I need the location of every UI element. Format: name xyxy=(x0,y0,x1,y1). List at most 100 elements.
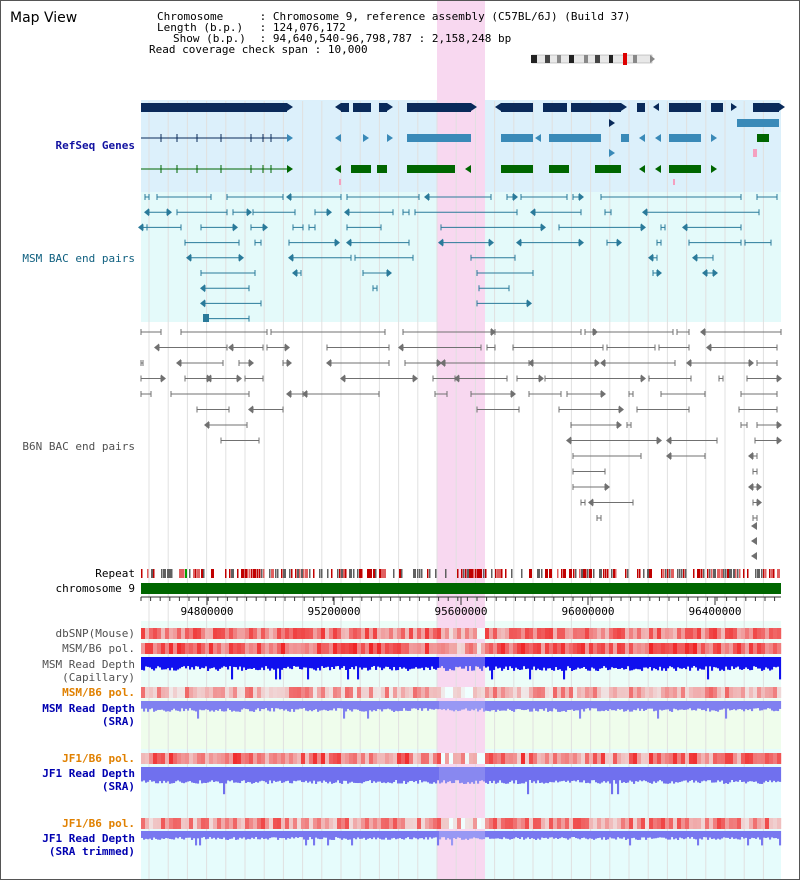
msm-pol-cell xyxy=(769,643,774,654)
msm-depth-sra-bar xyxy=(371,701,374,712)
read-depth-tracks[interactable] xyxy=(141,657,782,846)
msm-pol-cell xyxy=(457,643,462,654)
msm-depth-sra-bar xyxy=(551,701,554,712)
dbsnp-cell xyxy=(297,628,302,639)
repeat-element xyxy=(349,569,352,578)
jf1-depth-sra-bar xyxy=(225,767,228,784)
msm-depth-cap-bar xyxy=(265,657,268,667)
msm-pol-cell xyxy=(529,687,534,698)
msm-depth-cap-bar xyxy=(429,657,432,670)
msm-depth-sra-bar xyxy=(145,701,148,709)
msm-depth-cap-bar xyxy=(163,657,166,670)
jf1-depth-sra-bar xyxy=(581,767,584,783)
jf1-depth-trim-bar xyxy=(679,831,682,838)
msm-pol-cell xyxy=(325,643,330,654)
msm-depth-cap-bar xyxy=(517,657,520,670)
jf1-pol-cell xyxy=(685,818,690,829)
jf1-depth-trim-bar xyxy=(447,831,450,839)
dbsnp-cell xyxy=(721,628,726,639)
msm-bac-arrow xyxy=(344,208,349,217)
b6n-bac-arrow xyxy=(700,328,705,336)
msm-depth-cap-bar xyxy=(593,657,596,669)
msm-pol-cell xyxy=(357,643,362,654)
msm-bac-track[interactable] xyxy=(138,193,778,322)
msm-depth-sra-bar xyxy=(275,701,278,709)
jf1-pol-cell xyxy=(277,818,282,829)
jf1-depth-trim-bar xyxy=(441,831,444,838)
msm-depth-sra-bar xyxy=(451,701,454,711)
refseq-genes-track[interactable] xyxy=(141,103,785,185)
repeat-element xyxy=(699,569,701,578)
msm-depth-cap-bar xyxy=(757,657,760,669)
repeat-element xyxy=(669,569,671,578)
jf1-depth-trim-bar xyxy=(731,831,734,838)
jf1-pol-cell xyxy=(697,753,702,764)
msm-bac-arrow xyxy=(186,253,191,262)
jf1-depth-trim-bar xyxy=(615,831,618,840)
msm-depth-cap-bar xyxy=(311,657,314,669)
msm-pol-cell xyxy=(333,643,338,654)
jf1-depth-sra-bar xyxy=(775,767,778,783)
msm-depth-cap-bar xyxy=(665,657,668,671)
jf1-pol-cell xyxy=(725,818,730,829)
msm-depth-cap-bar xyxy=(369,657,372,670)
msm-depth-cap-bar xyxy=(439,657,442,668)
msm-depth-cap-bar xyxy=(213,657,216,668)
msm-pol-cell xyxy=(497,687,502,698)
jf1-depth-sra-bar xyxy=(583,767,586,781)
msm-depth-sra-bar xyxy=(665,701,668,710)
jf1-pol-cell xyxy=(213,753,218,764)
msm-depth-cap-bar xyxy=(673,657,676,669)
chromosome-bar[interactable] xyxy=(141,583,781,594)
msm-bac-arrow xyxy=(541,223,546,232)
jf1-pol-cell xyxy=(201,818,206,829)
jf1-depth-trim-bar xyxy=(463,831,466,840)
b6n-bac-track[interactable] xyxy=(140,328,782,560)
msm-pol-cell xyxy=(457,687,462,698)
chromosome-ideogram[interactable] xyxy=(529,53,657,65)
jf1-depth-sra-bar xyxy=(689,767,692,781)
jf1-pol-cell xyxy=(369,753,374,764)
jf1-depth-trim-bar xyxy=(537,831,540,839)
repeat-element xyxy=(369,569,372,578)
gene-exon xyxy=(595,165,621,173)
msm-depth-sra-bar xyxy=(683,701,686,710)
msm-depth-sra-bar xyxy=(165,701,168,712)
msm-depth-sra-bar xyxy=(357,701,360,710)
jf1-depth-trim-bar xyxy=(497,831,500,839)
selection-highlight[interactable] xyxy=(437,1,485,880)
msm-pol-cell xyxy=(337,643,342,654)
msm-pol-cell xyxy=(361,687,366,698)
dbsnp-cell xyxy=(373,628,378,639)
jf1-pol-cell xyxy=(753,753,758,764)
dbsnp-cell xyxy=(741,628,746,639)
msm-depth-sra-bar xyxy=(589,701,592,711)
jf1-depth-trim-bar xyxy=(717,831,720,839)
msm-depth-cap-bar xyxy=(367,657,370,671)
msm-depth-cap-bar xyxy=(145,657,148,667)
jf1-pol-cell xyxy=(441,818,446,829)
ideogram-marker xyxy=(623,53,627,65)
msm-depth-cap-bar xyxy=(525,657,528,670)
msm-pol-cell xyxy=(645,643,650,654)
repeat-element xyxy=(485,569,487,578)
jf1-depth-sra-bar xyxy=(533,767,536,782)
jf1-depth-sra-bar xyxy=(249,767,252,783)
jf1-depth-trim-bar xyxy=(629,831,632,846)
repeat-track[interactable] xyxy=(141,569,780,578)
msm-pol-cell xyxy=(421,687,426,698)
jf1-pol-cell xyxy=(145,818,150,829)
jf1-pol-cell xyxy=(237,753,242,764)
repeat-element xyxy=(271,569,274,578)
msm-depth-sra-bar xyxy=(713,701,716,711)
jf1-depth-trim-bar xyxy=(167,831,170,839)
jf1-depth-sra-bar xyxy=(453,767,456,783)
jf1-depth-trim-bar xyxy=(529,831,532,840)
repeat-element xyxy=(261,569,263,578)
polymorphism-heat-tracks[interactable] xyxy=(141,628,782,829)
msm-pol-cell xyxy=(609,687,614,698)
msm-depth-sra-bar xyxy=(345,701,348,712)
msm-pol-cell xyxy=(681,687,686,698)
jf1-depth-sra-bar xyxy=(483,767,486,782)
jf1-depth-trim-bar xyxy=(323,831,326,838)
